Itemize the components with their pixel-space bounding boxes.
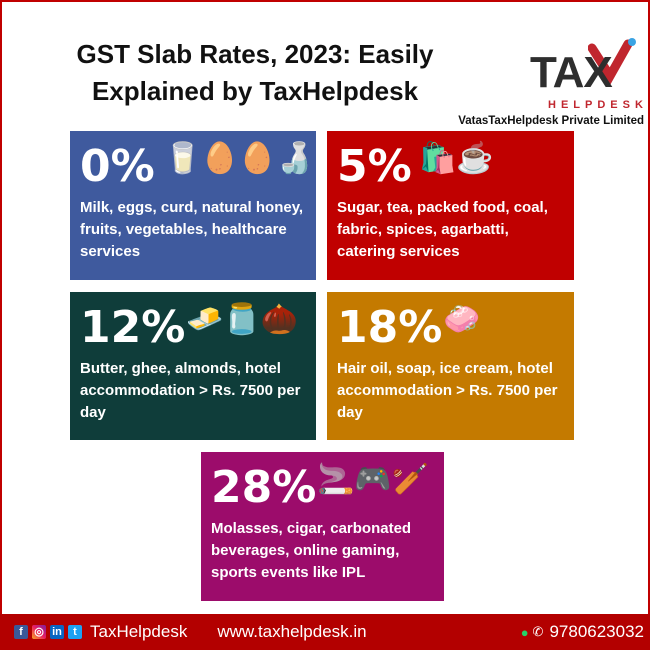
linkedin-icon[interactable]: in (50, 625, 64, 639)
slab-rate: 5% (337, 141, 412, 192)
almond-icon: 🌰 (260, 303, 299, 336)
footer: f ◎ in t TaxHelpdesk www.taxhelpdesk.in … (0, 614, 650, 650)
page-title: GST Slab Rates, 2023: Easily Explained b… (20, 36, 490, 110)
logo-sub: HELPDESK (548, 99, 648, 111)
logo-brand: TAX (530, 48, 613, 97)
website-link[interactable]: www.taxhelpdesk.in (217, 622, 367, 641)
sugar-bag-icon: 🛍️ (419, 142, 457, 175)
slab-card-12: 12% 🧈🫙🌰 Butter, ghee, almonds, hotel acc… (70, 292, 316, 440)
pipe-icon: 🚬 (317, 463, 355, 496)
instagram-icon[interactable]: ◎ (32, 625, 46, 639)
slab-card-0: 0% 🥛🥚🥚🍶 Milk, eggs, curd, natural honey,… (70, 131, 316, 280)
taxhelpdesk-logo: TAX HELPDESK VatasTaxHelpdesk Private Li… (458, 30, 650, 130)
sports-player-icon: 🏏 (391, 463, 430, 496)
logo-mark-icon (588, 38, 636, 85)
ghee-jar-icon: 🫙 (223, 303, 261, 336)
slab-description: Sugar, tea, packed food, coal, fabric, s… (337, 199, 548, 260)
slab-card-28: 28% 🚬🎮🏏 Molasses, cigar, carbonated beve… (201, 452, 444, 601)
facebook-icon[interactable]: f (14, 625, 28, 639)
slab-description: Butter, ghee, almonds, hotel accommodati… (80, 360, 301, 421)
phone-icon: ✆ (532, 624, 544, 639)
slab-description: Hair oil, soap, ice cream, hotel accommo… (337, 360, 558, 421)
slab-description: Milk, eggs, curd, natural honey, fruits,… (80, 199, 304, 260)
whatsapp-icon: ● (520, 624, 529, 640)
slab-rate: 12% (80, 302, 186, 353)
game-controller-icon: 🎮 (354, 463, 392, 496)
butter-icon: 🧈 (186, 303, 224, 336)
slab-rate: 0% (80, 141, 155, 192)
social-handle[interactable]: TaxHelpdesk (90, 622, 188, 641)
soap-icon: 🧼 (443, 303, 481, 336)
twitter-icon[interactable]: t (68, 625, 82, 639)
title-line-2: Explained by TaxHelpdesk (91, 76, 419, 106)
company-name: VatasTaxHelpdesk Private Limited (458, 115, 644, 127)
tea-cup-icon: ☕ (456, 142, 494, 175)
slab-rate: 18% (337, 302, 443, 353)
title-line-1: GST Slab Rates, 2023: Easily (76, 39, 434, 69)
slab-card-18: 18% 🧼 Hair oil, soap, ice cream, hotel a… (327, 292, 574, 440)
milk-carton-icon: 🥛 (164, 142, 202, 175)
phone-number[interactable]: 9780623032 (549, 622, 644, 641)
slab-card-5: 5% 🛍️☕ Sugar, tea, packed food, coal, fa… (327, 131, 574, 280)
eggs-icon: 🥚🥚 (201, 142, 277, 175)
yogurt-icon: 🍶 (276, 142, 314, 175)
slab-description: Molasses, cigar, carbonated beverages, o… (211, 520, 412, 581)
slab-rate: 28% (211, 462, 317, 513)
